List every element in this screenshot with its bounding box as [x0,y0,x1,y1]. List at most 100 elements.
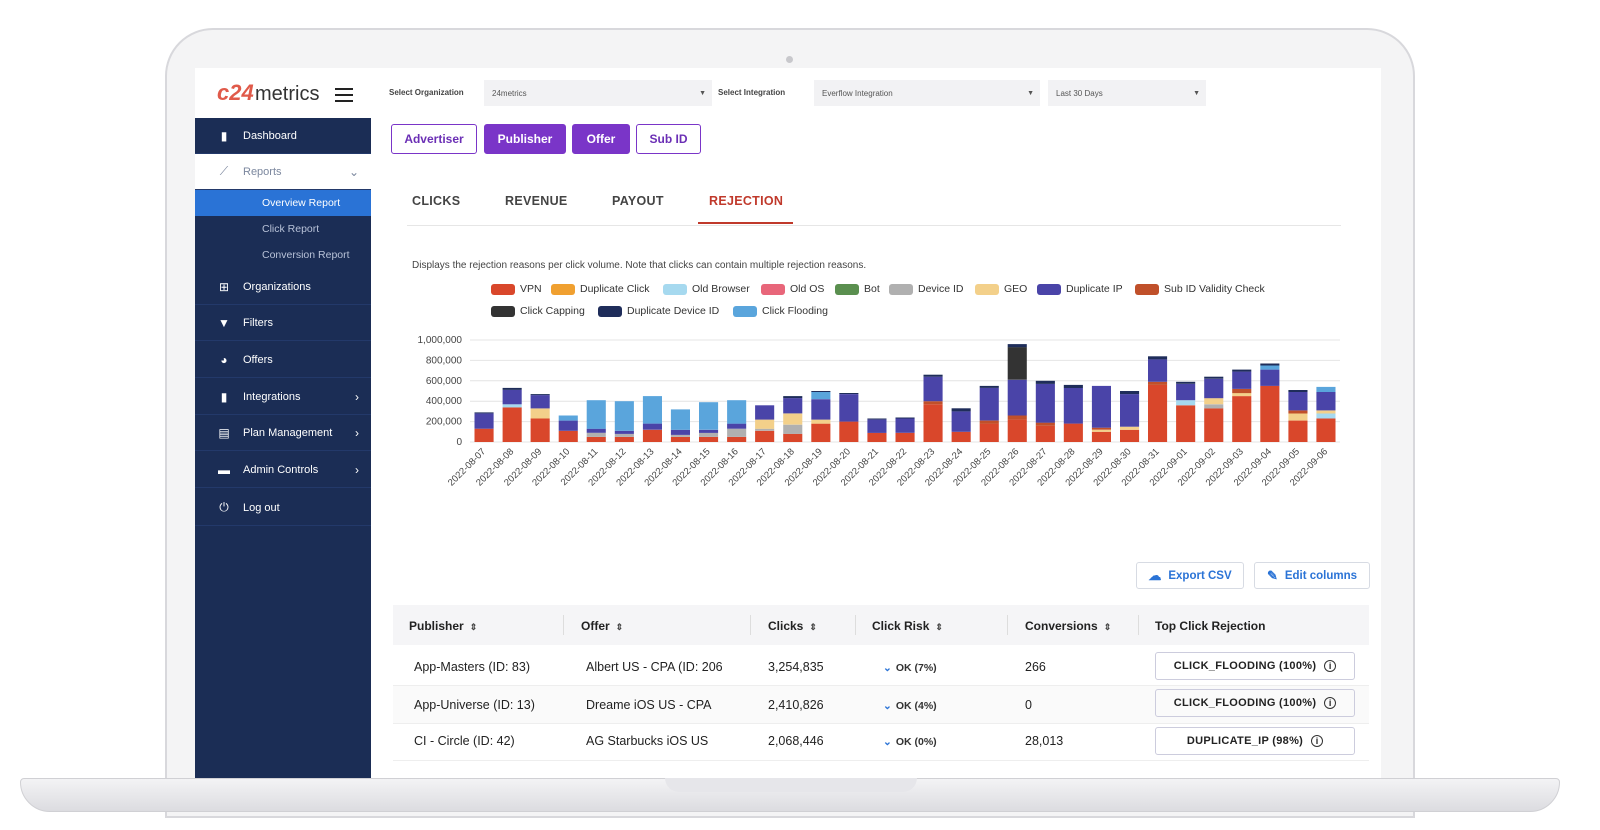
sidebar-item-offers[interactable]: ◕ Offers [195,342,371,378]
legend-label: Sub ID Validity Check [1164,283,1265,295]
chevron-down-icon: ⌄ [883,700,892,712]
logo-mark: c24 [217,80,254,105]
advertiser-button[interactable]: Advertiser [391,124,477,154]
legend-item[interactable]: Duplicate Click [551,283,649,295]
col-offer[interactable]: Offer ⇕ [581,619,623,633]
legend-item[interactable]: GEO [975,283,1027,295]
bar-segment [811,391,831,392]
dropdown-arrow-icon: ▼ [699,89,706,97]
bar-segment [951,411,971,432]
bar-segment [783,424,803,434]
pencil-icon: ✎ [1266,567,1278,583]
bar-segment [1232,369,1252,372]
bar-segment [895,432,915,442]
sort-icon: ⇕ [1103,622,1112,632]
col-label: Publisher [409,619,464,633]
offer-button[interactable]: Offer [572,124,630,154]
col-conversions[interactable]: Conversions ⇕ [1025,619,1111,633]
bar-segment [783,413,803,425]
export-csv-button[interactable]: ☁ Export CSV [1136,562,1244,589]
bar-segment [755,419,775,429]
sidebar-item-label: Organizations [243,280,311,293]
sidebar-item-reports[interactable]: ⟋ Reports ⌄ [195,154,371,190]
sidebar-sub-overview-report[interactable]: Overview Report [195,190,371,216]
legend-label: Click Flooding [762,305,828,317]
hamburger-icon[interactable] [335,88,353,102]
tab-payout[interactable]: PAYOUT [612,194,664,208]
tab-revenue[interactable]: REVENUE [505,194,568,208]
legend-item[interactable]: Device ID [889,283,964,295]
info-icon[interactable]: i [1311,735,1324,747]
sidebar-sub-conversion-report[interactable]: Conversion Report [262,249,350,261]
edit-columns-label: Edit columns [1284,569,1358,582]
legend-item[interactable]: Click Flooding [733,305,828,317]
rejection-badge[interactable]: CLICK_FLOODING (100%) i [1155,689,1355,717]
rejection-badge[interactable]: DUPLICATE_IP (98%) i [1155,727,1355,755]
legend-item[interactable]: Old OS [761,283,824,295]
bar-segment [1260,363,1280,366]
sidebar-item-dashboard[interactable]: ▮ Dashboard [195,118,371,154]
legend-item[interactable]: Duplicate IP [1037,283,1123,295]
integration-select-value: Everflow Integration [822,88,893,98]
info-icon[interactable]: i [1324,697,1337,709]
legend-item[interactable]: VPN [491,283,542,295]
rejection-chart: 0200,000400,000600,000800,0001,000,00020… [418,335,1340,488]
publisher-button[interactable]: Publisher [484,124,566,154]
bar-segment [670,409,690,430]
integration-select[interactable]: Everflow Integration ▼ [814,80,1040,106]
sidebar-item-plan-management[interactable]: ▤ Plan Management › [195,415,371,451]
cell-publisher: CI - Circle (ID: 42) [414,734,515,748]
cell-click-risk[interactable]: ⌄ OK (0%) [883,736,937,748]
org-select[interactable]: 24metrics ▼ [484,80,712,106]
tab-rejection[interactable]: REJECTION [709,194,784,208]
bar-segment [979,423,999,442]
col-label: Offer [581,619,610,633]
sub-id-button[interactable]: Sub ID [636,124,701,154]
table-row[interactable] [393,648,1369,686]
sidebar-item-filters[interactable]: ▼ Filters [195,305,371,341]
sort-icon: ⇕ [809,622,817,632]
logo[interactable]: c24 metrics [195,68,371,118]
bar-segment [1316,386,1336,392]
col-click-risk[interactable]: Click Risk ⇕ [872,619,943,633]
sidebar-item-label: Log out [243,501,280,514]
sidebar-item-organizations[interactable]: ⊞ Organizations [195,269,371,305]
legend-item[interactable]: Old Browser [663,283,750,295]
legend-item[interactable]: Duplicate Device ID [598,305,719,317]
legend-item[interactable]: Click Capping [491,305,585,317]
sidebar-item-admin-controls[interactable]: ▬ Admin Controls › [195,452,371,488]
bar-segment [1204,378,1224,399]
bar-segment [1232,393,1252,397]
chart-description: Displays the rejection reasons per click… [412,260,867,271]
edit-columns-button[interactable]: ✎ Edit columns [1254,562,1370,589]
bar-segment [1260,385,1280,442]
bar-segment [1091,431,1111,442]
cell-click-risk[interactable]: ⌄ OK (7%) [883,662,937,674]
cloud-upload-icon: ☁ [1148,567,1162,583]
org-icon: ⊞ [218,279,230,294]
date-range-select[interactable]: Last 30 Days ▼ [1048,80,1206,106]
y-tick-label: 0 [456,437,462,448]
bar-segment [839,394,859,422]
bar-segment [614,433,634,437]
bar-segment [1288,413,1308,421]
legend-item[interactable]: Bot [835,283,880,295]
tab-clicks[interactable]: CLICKS [412,194,461,208]
sidebar-item-integrations[interactable]: ▮ Integrations › [195,379,371,415]
cell-conversions: 0 [1025,698,1032,712]
rejection-badge[interactable]: CLICK_FLOODING (100%) i [1155,652,1355,680]
bar-segment [727,400,747,424]
info-icon[interactable]: i [1324,660,1337,672]
sidebar-sub-click-report[interactable]: Click Report [262,223,320,235]
table-header [393,605,1369,645]
table-row[interactable] [393,686,1369,724]
bar-segment [1316,418,1336,442]
legend-item[interactable]: Sub ID Validity Check [1135,283,1265,295]
cell-conversions: 266 [1025,660,1046,674]
sidebar-item-log-out[interactable]: ⏻ Log out [195,490,371,526]
col-clicks[interactable]: Clicks ⇕ [768,619,817,633]
col-publisher[interactable]: Publisher ⇕ [409,619,477,633]
bar-segment [951,431,971,442]
cell-click-risk[interactable]: ⌄ OK (4%) [883,700,937,712]
table-row[interactable] [393,723,1369,761]
